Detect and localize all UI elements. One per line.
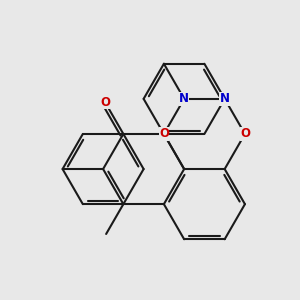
Text: O: O	[100, 96, 110, 109]
Text: N: N	[220, 92, 230, 105]
Text: O: O	[240, 128, 250, 140]
Text: O: O	[159, 128, 169, 140]
Text: N: N	[179, 92, 189, 105]
